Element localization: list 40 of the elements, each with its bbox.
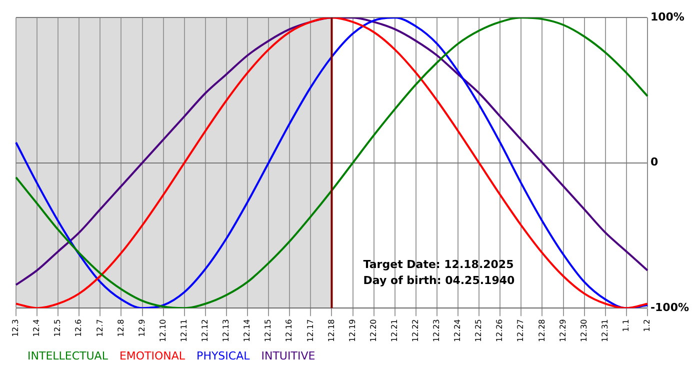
x-tick-label: 12.4 [32,319,42,337]
x-tick-label: 12.30 [579,319,588,342]
annotation: Day of birth: 04.25.1940 [363,274,516,288]
x-tick-label: 12.15 [264,319,273,342]
annotation: Target Date: 12.18.2025 [363,258,514,272]
y-tick-label: 100% [650,10,684,24]
x-tick-label: 12.8 [116,319,126,337]
x-tick-label: 12.19 [348,319,357,342]
x-tick-label: 12.9 [137,319,146,337]
x-tick-label: 12.18 [326,319,336,342]
x-tick-label: 12.29 [558,319,568,342]
x-tick-label: 12.22 [410,319,420,342]
x-tick-label: 12.25 [474,319,484,342]
x-tick-label: 12.6 [74,319,84,337]
text: PHYSICAL [196,349,251,362]
y-tick-label: 0 [650,156,658,169]
x-tick-label: 12.13 [222,319,231,342]
text: INTUITIVE [261,349,316,362]
text: EMOTIONAL [119,349,186,362]
x-tick-label: 12.17 [306,319,315,342]
x-tick-label: 12.28 [537,319,546,342]
x-tick-label: 1.2 [642,319,652,332]
x-tick-label: 12.11 [179,319,188,342]
x-tick-label: 12.3 [11,319,20,337]
text: INTELLECTUAL [28,349,109,362]
x-tick-label: 12.14 [242,319,252,342]
x-tick-label: 12.10 [158,319,168,342]
x-tick-label: 12.27 [516,319,526,342]
x-tick-label: 12.31 [600,319,610,342]
x-tick-label: 12.12 [200,319,210,342]
x-tick-label: 1.1 [621,319,630,332]
x-tick-label: 12.26 [495,319,504,342]
y-tick-label: -100% [650,300,690,314]
x-tick-label: 12.23 [432,319,442,342]
x-tick-label: 12.24 [453,319,462,342]
x-tick-label: 12.5 [53,319,62,337]
x-tick-label: 12.16 [284,319,294,342]
x-tick-label: 12.21 [390,319,399,342]
x-tick-label: 12.7 [95,319,104,337]
x-tick-label: 12.20 [368,319,378,342]
